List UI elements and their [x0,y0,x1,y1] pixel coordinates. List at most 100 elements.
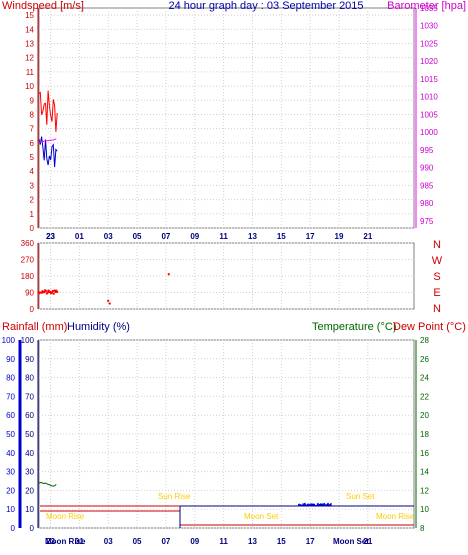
temperature-tick-label: 10 [420,505,429,514]
rain-tick-label: 50 [6,430,15,439]
temp-x-tick-label: 03 [104,537,113,546]
wind-tick-label: 8 [30,110,35,119]
humidity-axis-title: Humidity (%) [67,321,130,333]
direction-tick-label: 270 [21,256,35,265]
humidity-tick-label: 80 [25,374,34,383]
humidity-tick-label: 70 [25,392,34,401]
barometer-tick-label: 1030 [420,22,438,31]
rainfall-axis-title: Rainfall (mm) [2,321,67,333]
direction-point [51,291,53,294]
temp-grid [39,339,414,529]
direction-point [45,292,48,295]
temperature-tick-label: 20 [420,411,429,420]
barometer-tick-label: 985 [420,181,434,190]
wind-tick-label: 13 [25,39,34,48]
temperature-tick-label: 8 [420,524,425,533]
wind-x-tick-label: 09 [190,232,199,241]
humidity-y-axis: 0 10 20 30 40 50 60 70 80 90 100 [21,336,39,533]
sun-rise-label: Sun Rise [158,492,191,501]
compass-label: N [433,239,441,251]
humidity-tick-label: 40 [25,449,34,458]
average-wind-series-line [38,136,58,168]
direction-grid [39,242,414,310]
humidity-tick-label: 100 [21,336,35,345]
graph-title: 24 hour graph day : 03 September 2015 [168,0,363,12]
rain-tick-label: 0 [11,524,16,533]
temp-x-tick-label: 01 [75,537,84,546]
temperature-tick-label: 26 [420,355,429,364]
rain-series [298,502,332,506]
wind-x-tick-label: 01 [75,232,84,241]
temperature-y-axis: 8 10 12 14 16 18 20 22 24 26 28 [415,336,429,533]
direction-point [108,302,111,305]
direction-point [46,291,49,294]
wind-tick-label: 6 [30,139,35,148]
barometer-axis-title: Barometer [hpa] [387,0,466,12]
barometer-y-axis: 975 980 985 990 995 1000 1005 1010 1015 1020 1025 1… [415,4,438,228]
wind-tick-label: 11 [26,68,35,77]
direction-point [53,289,56,292]
rain-tick-label: 100 [2,336,16,345]
barometer-tick-label: 995 [420,146,434,155]
rain-tick-label: 90 [6,355,15,364]
temp-x-tick-label: 07 [161,537,170,546]
direction-point [55,289,58,292]
temperature-tick-label: 16 [420,449,429,458]
moon-rise-label-right: Moon Rise [376,512,415,521]
temp-x-axis: 01 03 05 07 09 11 13 15 17 21 23 [46,537,373,546]
wind-tick-label: 0 [30,224,35,233]
humidity-tick-label: 60 [25,411,34,420]
wind-x-tick-label: 11 [219,232,228,241]
direction-point [51,290,54,293]
wind-tick-label: 10 [25,82,34,91]
gust-series-line [38,90,58,132]
wind-tick-label: 14 [25,25,34,34]
temp-x-tick-label: 21 [363,537,372,546]
wind-x-tick-label: 19 [335,232,344,241]
direction-point [52,292,55,295]
wind-x-tick-label: 13 [248,232,257,241]
barometer-tick-label: 1035 [420,4,438,13]
temperature-tick-label: 12 [420,486,429,495]
rain-tick-label: 30 [6,468,15,477]
direction-points [38,273,170,305]
temp-x-tick-label: 13 [248,537,257,546]
wind-tick-label: 5 [30,153,35,162]
wind-x-tick-label: 17 [306,232,315,241]
temperature-tick-label: 24 [420,374,429,383]
barometer-tick-label: 1025 [420,39,438,48]
compass-label: S [433,271,440,283]
rain-y-axis: 0 10 20 30 40 50 60 70 80 90 100 [2,336,16,533]
temperature-series-line [38,481,57,487]
direction-point [167,273,170,276]
humidity-tick-label: 50 [25,430,34,439]
temperature-tick-label: 18 [420,430,429,439]
direction-y-axis: 360 270 180 90 0 [21,239,39,314]
wind-tick-label: 1 [30,210,35,219]
barometer-tick-label: 980 [420,199,434,208]
rain-tick-label: 70 [6,392,15,401]
wind-tick-label: 3 [30,181,35,190]
wind-x-tick-label: 07 [161,232,170,241]
direction-point [54,290,57,293]
temperature-tick-label: 28 [420,336,429,345]
compass-label: N [433,303,441,315]
direction-point [43,291,46,293]
direction-point [49,291,52,293]
wind-x-tick-label: 21 [363,232,372,241]
direction-tick-label: 360 [21,239,35,248]
barometer-tick-label: 1000 [420,128,438,137]
wind-x-tick-label: 23 [46,232,55,241]
barometer-tick-label: 1005 [420,110,438,119]
direction-point [41,290,44,293]
direction-point [44,289,47,292]
wind-x-tick-label: 23 [46,232,55,241]
wind-x-tick-label: 05 [133,232,142,241]
temperature-tick-label: 22 [420,392,429,401]
temp-x-tick-label: 15 [277,537,286,546]
temp-x-tick-label: 17 [306,537,315,546]
